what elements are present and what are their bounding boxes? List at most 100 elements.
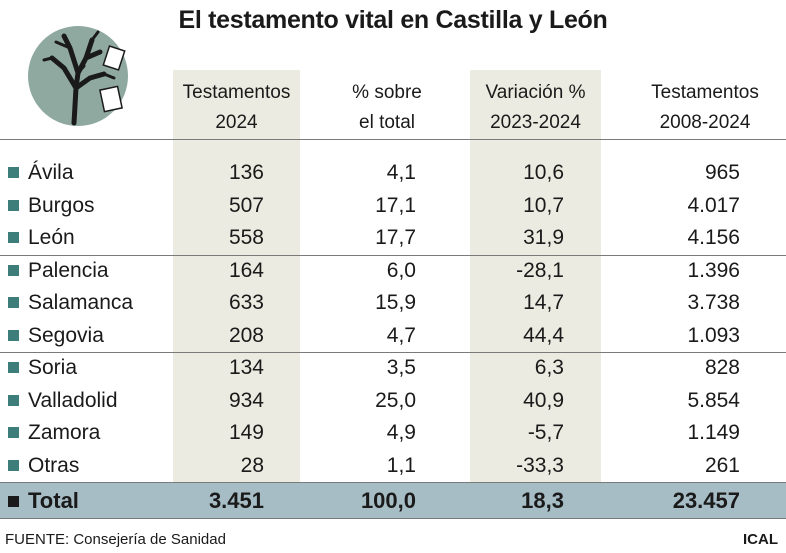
cell-testamentos-2008-2024: 1.396	[687, 258, 740, 282]
header-divider	[0, 139, 786, 140]
total-row: Total 3.451 100,0 18,3 23.457	[0, 482, 786, 519]
column-header-line1: Variación %	[485, 82, 586, 103]
cell-testamentos-2024: 164	[228, 258, 264, 282]
cell-pct-total: 4,9	[386, 421, 416, 444]
group-divider	[0, 255, 786, 256]
cell-pct-total: 1,1	[386, 453, 416, 477]
cell-variacion: 14,7	[523, 291, 564, 314]
bullet-icon	[8, 264, 19, 276]
cell-pct-total: 4,7	[386, 323, 416, 347]
group-divider	[0, 352, 786, 353]
table-row: Valladolid 934 25,0 40,9 5.854	[0, 385, 786, 417]
cell-testamentos-2024: 28	[240, 453, 264, 477]
credit: ICAL	[743, 531, 778, 548]
column-header-testamentos-2008-2024: Testamentos 2008-2024	[635, 78, 775, 138]
cell-testamentos-2024: 558	[228, 226, 264, 249]
cell-variacion: -5,7	[527, 421, 564, 444]
row-label: Ávila	[28, 161, 74, 184]
bullet-icon	[8, 394, 19, 406]
column-header-variacion: Variación % 2023-2024	[470, 78, 601, 138]
cell-testamentos-2024: 136	[228, 161, 264, 184]
cell-variacion: 6,3	[534, 356, 564, 379]
cell-variacion: 44,4	[523, 323, 564, 347]
row-label: Soria	[28, 356, 78, 379]
bullet-icon	[8, 167, 19, 178]
source-label: FUENTE:	[5, 531, 70, 548]
cell-pct-total: 4,1	[386, 161, 416, 184]
column-shade-testamentos-2024	[173, 70, 300, 483]
source-text: Consejería de Sanidad	[73, 531, 226, 548]
row-label: Total	[28, 488, 79, 513]
cell-pct-total: 15,9	[375, 291, 416, 314]
cell-variacion: -28,1	[516, 258, 564, 282]
table-row: Palencia 164 6,0 -28,1 1.396	[0, 255, 786, 287]
row-label: Palencia	[28, 258, 109, 282]
row-label: León	[28, 226, 75, 249]
cell-testamentos-2008-2024: 1.093	[687, 323, 740, 347]
chart-title: El testamento vital en Castilla y León	[178, 6, 608, 34]
cell-testamentos-2024: 3.451	[208, 488, 264, 513]
column-header-line2: 2024	[215, 112, 258, 133]
cell-variacion: 10,7	[523, 193, 564, 217]
column-header-line1: Testamentos	[182, 82, 291, 103]
cell-testamentos-2008-2024: 3.738	[687, 291, 740, 314]
cell-testamentos-2024: 149	[228, 421, 264, 444]
row-label: Salamanca	[28, 291, 134, 314]
cell-variacion: 40,9	[523, 388, 564, 412]
row-label: Segovia	[28, 323, 104, 347]
row-label: Otras	[28, 453, 80, 477]
column-header-line2: el total	[359, 112, 415, 133]
row-label: Valladolid	[28, 388, 118, 412]
cell-testamentos-2008-2024: 4.017	[687, 193, 740, 217]
source-note: FUENTE: Consejería de Sanidad	[5, 531, 226, 548]
bullet-icon	[8, 427, 19, 438]
table-row: Ávila 136 4,1 10,6 965	[0, 157, 786, 189]
table-row: Salamanca 633 15,9 14,7 3.738	[0, 287, 786, 319]
cell-pct-total: 100,0	[360, 488, 416, 513]
bullet-icon	[8, 297, 19, 308]
bullet-icon	[8, 232, 19, 243]
table-row: Otras 28 1,1 -33,3 261	[0, 450, 786, 482]
cell-pct-total: 3,5	[386, 356, 416, 379]
cell-testamentos-2008-2024: 828	[704, 356, 740, 379]
bullet-icon	[8, 329, 19, 341]
cell-testamentos-2008-2024: 261	[704, 453, 740, 477]
table-row: Burgos 507 17,1 10,7 4.017	[0, 190, 786, 222]
cell-variacion: -33,3	[516, 453, 564, 477]
cell-testamentos-2024: 633	[228, 291, 264, 314]
bullet-icon	[8, 362, 19, 373]
cell-testamentos-2008-2024: 23.457	[672, 488, 740, 513]
tree-with-documents-icon	[28, 26, 128, 126]
row-label: Burgos	[28, 193, 95, 217]
column-header-line2: 2008-2024	[659, 112, 751, 133]
cell-pct-total: 17,7	[375, 226, 416, 249]
column-header-line2: 2023-2024	[490, 112, 581, 133]
bullet-icon	[8, 459, 19, 471]
cell-testamentos-2008-2024: 5.854	[687, 388, 740, 412]
bullet-icon	[8, 496, 19, 507]
cell-variacion: 10,6	[523, 161, 564, 184]
table-row: Zamora 149 4,9 -5,7 1.149	[0, 417, 786, 449]
cell-testamentos-2024: 934	[228, 388, 264, 412]
table-row: León 558 17,7 31,9 4.156	[0, 222, 786, 254]
cell-variacion: 18,3	[521, 488, 564, 513]
cell-testamentos-2008-2024: 1.149	[687, 421, 740, 444]
cell-pct-total: 17,1	[375, 193, 416, 217]
cell-pct-total: 25,0	[375, 388, 416, 412]
bullet-icon	[8, 199, 19, 211]
cell-variacion: 31,9	[523, 226, 564, 249]
cell-testamentos-2024: 134	[228, 356, 264, 379]
column-header-pct-total: % sobre el total	[322, 78, 452, 138]
cell-testamentos-2008-2024: 965	[704, 161, 740, 184]
column-shade-variacion	[470, 70, 601, 483]
cell-testamentos-2024: 507	[228, 193, 264, 217]
column-header-line1: % sobre	[352, 82, 422, 103]
row-label: Zamora	[28, 421, 101, 444]
column-header-line1: Testamentos	[651, 82, 759, 103]
cell-testamentos-2024: 208	[228, 323, 264, 347]
table-row: Segovia 208 4,7 44,4 1.093	[0, 320, 786, 352]
cell-testamentos-2008-2024: 4.156	[687, 226, 740, 249]
column-header-testamentos-2024: Testamentos 2024	[173, 78, 300, 138]
table-row: Soria 134 3,5 6,3 828	[0, 352, 786, 384]
cell-pct-total: 6,0	[386, 258, 416, 282]
